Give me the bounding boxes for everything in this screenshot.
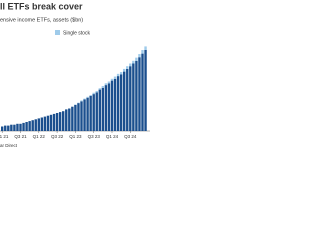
bar-segment	[107, 81, 111, 84]
bar-segment	[132, 63, 135, 131]
bar-segment	[132, 60, 135, 64]
bar-segment	[58, 112, 62, 131]
chart-subtitle: ensive income ETFs, assets ($bn)	[0, 17, 83, 23]
bar-segment	[62, 111, 65, 131]
bar-segment	[34, 119, 37, 131]
bar-segment	[113, 78, 117, 131]
bar-segment	[83, 99, 86, 131]
bar-segment	[104, 85, 108, 131]
bar-segment	[101, 86, 105, 88]
bar-segment	[135, 60, 138, 131]
bar-segment	[107, 83, 111, 131]
bar-segment	[123, 71, 126, 131]
bar-segment	[92, 94, 95, 131]
bar-segment	[25, 122, 28, 131]
bar-segment	[116, 76, 120, 131]
bar-segment	[89, 95, 92, 96]
bar-segment	[13, 124, 16, 131]
bar-segment	[80, 100, 83, 102]
bar-segment	[119, 74, 123, 131]
bar-segment	[19, 123, 22, 131]
bar-segment	[123, 68, 126, 72]
bar-segment	[126, 66, 129, 69]
bar-segment	[95, 92, 98, 131]
bar-segment	[138, 57, 141, 132]
bar-segment	[68, 108, 71, 131]
bar-segment	[86, 96, 89, 98]
bar-segment	[16, 123, 19, 131]
bar-segment	[74, 104, 77, 131]
bar-segment	[89, 95, 92, 131]
legend-swatch	[55, 30, 60, 35]
bar-segment	[83, 98, 86, 100]
bar-segment	[116, 73, 120, 77]
bar-segment	[40, 117, 44, 131]
bar-segment	[55, 113, 59, 131]
bar-segment	[138, 54, 141, 58]
bar-segment	[37, 118, 40, 131]
bar-segment	[113, 76, 117, 79]
bar-segment	[77, 103, 80, 131]
x-tick-label: Q1 24	[106, 134, 119, 139]
bar-segment	[141, 53, 144, 131]
bar-segment	[129, 63, 132, 67]
bar-segment	[141, 50, 144, 54]
bar-segment	[119, 72, 123, 75]
bar-segment	[52, 113, 56, 131]
bar-segment	[126, 68, 129, 131]
bar-segment	[46, 115, 50, 131]
bar-segment	[110, 80, 114, 131]
bar-segment	[110, 78, 114, 81]
bar-segment	[98, 89, 101, 131]
bar-segment	[31, 120, 34, 131]
bar-segment	[1, 126, 4, 131]
bar-segment	[129, 66, 132, 131]
chart: ll ETFs break cover ensive income ETFs, …	[0, 1, 150, 148]
x-tick-label: Q1 23	[69, 134, 82, 139]
bar-segment	[135, 57, 138, 61]
bar-segment	[104, 83, 108, 86]
bar-segment	[65, 109, 68, 131]
bar-segment	[7, 125, 10, 131]
x-tick-label: Q3 24	[124, 134, 137, 139]
bar-segment	[144, 50, 147, 131]
bar-segment	[144, 46, 147, 50]
x-tick-label: Q3 23	[88, 134, 101, 139]
bar-segment	[80, 101, 83, 131]
bar-segment	[4, 125, 7, 131]
legend-label: Single stock	[63, 30, 90, 36]
bar-segment	[22, 122, 25, 131]
x-tick-label: Q3 22	[51, 134, 64, 139]
bar-segment	[92, 92, 95, 95]
bar-segment	[49, 114, 53, 131]
bar-segment	[10, 124, 13, 131]
x-tick-label: Q1 21	[0, 134, 9, 139]
chart-title: ll ETFs break cover	[0, 1, 83, 11]
bar-segment	[98, 88, 101, 90]
x-tick-label: Q3 21	[14, 134, 27, 139]
bar-segment	[86, 97, 89, 131]
bar-segment	[95, 90, 98, 93]
bar-segment	[71, 106, 74, 131]
source: ar Direct	[0, 143, 18, 148]
x-tick-label: Q1 22	[33, 134, 46, 139]
bar-segment	[101, 87, 105, 131]
bar-segment	[28, 121, 31, 131]
bar-segment	[43, 116, 47, 131]
